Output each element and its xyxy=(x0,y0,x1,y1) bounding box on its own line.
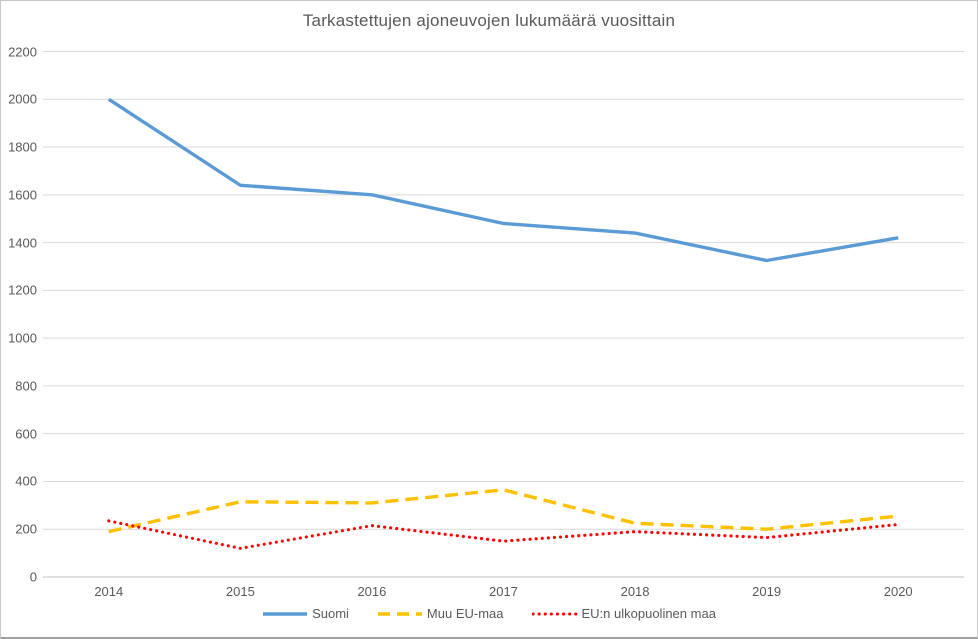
y-axis-tick-label: 2200 xyxy=(8,44,37,59)
y-axis-tick-label: 2000 xyxy=(8,91,37,107)
legend-item-muu-eu-maa[interactable]: Muu EU-maa xyxy=(377,606,504,621)
series-line-suomi xyxy=(107,97,899,263)
y-axis-tick-label: 200 xyxy=(15,521,37,537)
legend-swatch-dotted-line-icon xyxy=(531,611,578,616)
legend-label: EU:n ulkopuolinen maa xyxy=(581,606,716,621)
legend-label: Suomi xyxy=(312,606,349,621)
y-axis-tick-label: 1600 xyxy=(8,187,37,203)
y-axis-tick-label: 0 xyxy=(29,569,37,585)
x-axis-tick-label: 2019 xyxy=(752,584,782,599)
y-axis-tick-label: 400 xyxy=(15,473,37,489)
legend-swatch-solid-line-icon xyxy=(263,611,308,616)
x-axis-tick-label: 2017 xyxy=(489,584,518,599)
legend-swatch-dashed-line-icon xyxy=(377,611,422,616)
x-axis-tick-label: 2015 xyxy=(225,584,255,599)
y-axis-tick-label: 1400 xyxy=(8,235,37,251)
series-line-muu-eu-maa xyxy=(108,488,899,534)
legend-item-eun-ulkopuolinen-maa[interactable]: EU:n ulkopuolinen maa xyxy=(531,606,716,621)
y-axis-tick-label: 1000 xyxy=(8,330,37,346)
legend-label: Muu EU-maa xyxy=(426,606,504,621)
legend-item-suomi[interactable]: Suomi xyxy=(262,606,349,621)
series-line-eu-n-ulkopuolinen-maa xyxy=(107,519,900,550)
x-axis-tick-label: 2020 xyxy=(883,584,913,599)
legend: Suomi Muu EU-maa EU:n ulkopuolinen maa xyxy=(1,606,977,621)
x-axis-tick-label: 2018 xyxy=(620,584,650,599)
chart-title: Tarkastettujen ajoneuvojen lukumäärä vuo… xyxy=(302,11,676,30)
y-axis-tick-label: 1200 xyxy=(8,282,37,298)
x-axis-tick-label: 2016 xyxy=(357,584,387,599)
y-axis-tick-label: 1800 xyxy=(8,139,37,155)
y-axis-tick-label: 600 xyxy=(15,426,37,442)
y-axis-tick-label: 800 xyxy=(15,378,37,394)
x-axis-tick-label: 2014 xyxy=(94,584,124,599)
